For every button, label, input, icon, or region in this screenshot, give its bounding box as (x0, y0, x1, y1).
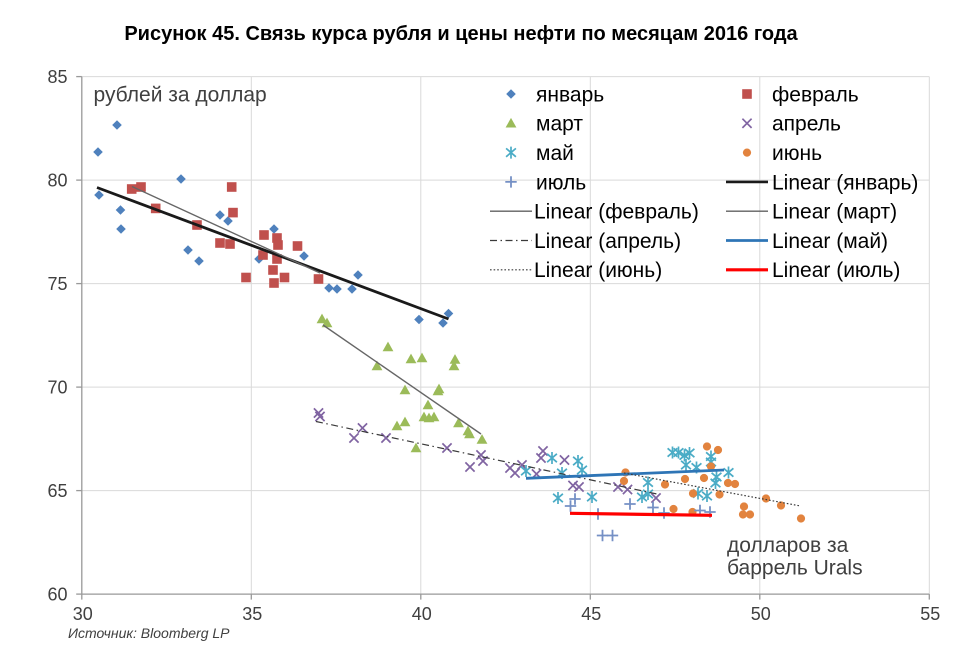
svg-text:Linear (февраль): Linear (февраль) (534, 201, 699, 224)
svg-text:75: 75 (47, 274, 67, 294)
svg-text:Linear (июнь): Linear (июнь) (534, 259, 662, 282)
svg-text:40: 40 (412, 604, 432, 624)
svg-text:Linear (июль): Linear (июль) (772, 259, 900, 282)
svg-text:80: 80 (47, 170, 67, 190)
svg-text:апрель: апрель (772, 113, 841, 136)
svg-text:50: 50 (751, 604, 771, 624)
svg-text:январь: январь (536, 83, 604, 106)
svg-text:60: 60 (47, 584, 67, 604)
svg-text:Рисунок 45. Связь курса рубля: Рисунок 45. Связь курса рубля и цены неф… (124, 23, 798, 45)
svg-text:Источник: Bloomberg LP: Источник: Bloomberg LP (68, 625, 230, 641)
svg-text:рублей за доллар: рублей за доллар (94, 84, 267, 107)
svg-text:45: 45 (581, 604, 601, 624)
svg-text:июнь: июнь (772, 142, 822, 165)
svg-text:баррель Urals: баррель Urals (727, 557, 863, 580)
svg-text:июль: июль (536, 171, 586, 194)
svg-text:Linear (январь): Linear (январь) (772, 171, 918, 194)
svg-text:65: 65 (47, 481, 67, 501)
svg-text:Linear (март): Linear (март) (772, 201, 897, 224)
svg-text:февраль: февраль (772, 83, 859, 106)
svg-text:Linear (май): Linear (май) (772, 230, 888, 253)
svg-text:35: 35 (242, 604, 262, 624)
svg-text:Linear (апрель): Linear (апрель) (534, 230, 681, 253)
svg-text:30: 30 (73, 604, 93, 624)
svg-text:70: 70 (47, 377, 67, 397)
svg-text:55: 55 (920, 604, 940, 624)
svg-text:85: 85 (47, 67, 67, 87)
svg-text:март: март (536, 113, 583, 136)
svg-text:май: май (536, 142, 574, 165)
svg-text:долларов за: долларов за (727, 534, 849, 557)
